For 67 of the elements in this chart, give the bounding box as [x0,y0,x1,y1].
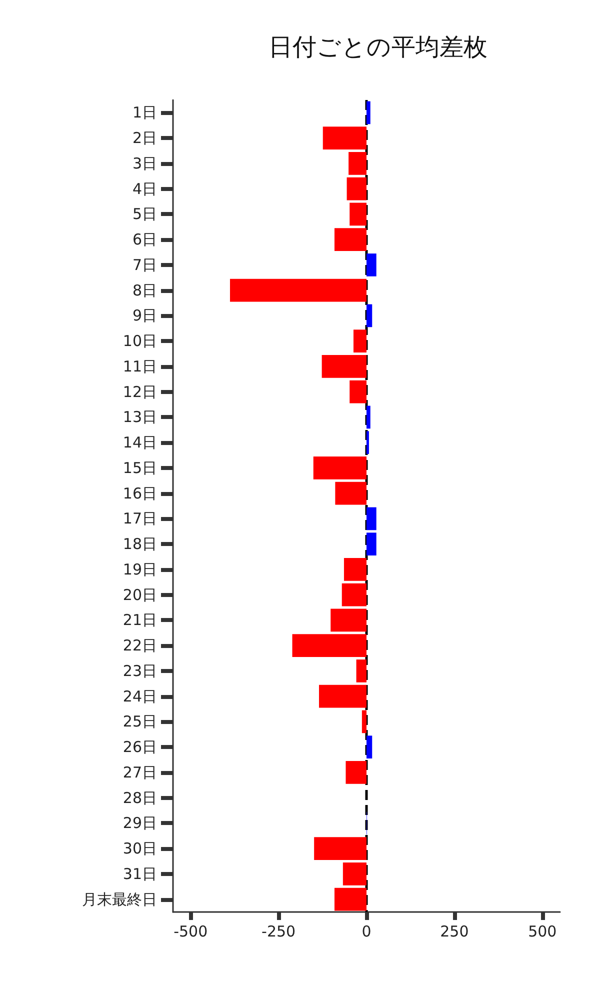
bar [366,406,370,429]
y-tick-label: 4日 [132,180,157,198]
y-tick-label: 9日 [132,306,157,325]
y-tick-label: 18日 [122,535,157,554]
y-tick-label: 2日 [132,129,157,148]
y-tick-label: 27日 [122,763,157,782]
y-tick-label: 20日 [122,586,157,604]
y-tick-label: 28日 [122,788,157,807]
bar [314,837,366,860]
y-tick-label: 24日 [122,687,157,706]
x-tick-label: 500 [528,922,557,940]
bar [346,177,366,200]
bar [366,507,376,530]
bar [313,456,366,480]
y-tick-label: 30日 [122,840,157,858]
x-tick-label: -500 [174,922,208,940]
y-tick-label: 13日 [122,408,157,426]
bar [348,152,366,175]
bar [334,228,366,251]
bar [356,660,366,682]
x-tick-label: -250 [262,922,296,940]
y-tick-label: 10日 [122,332,157,350]
y-tick-label: 7日 [132,256,157,274]
y-tick-label: 26日 [122,738,157,756]
x-tick-label: 250 [440,922,469,940]
bar [230,278,366,302]
y-tick-label: 月末最終日 [82,890,157,908]
y-tick-label: 16日 [122,484,157,502]
bar [353,330,366,352]
y-tick-label: 15日 [122,458,157,477]
bar [322,355,366,378]
bar [350,202,366,226]
bar [366,254,376,276]
y-tick-label: 5日 [132,205,157,224]
y-tick-label: 6日 [132,230,157,249]
bar [346,761,366,784]
y-tick-label: 12日 [122,382,157,401]
bar [335,482,366,505]
bar [350,380,366,404]
bar [366,736,372,758]
y-tick-label: 22日 [122,636,157,655]
bar [334,888,366,911]
bar [322,126,366,150]
bar [366,304,372,328]
y-tick-label: 31日 [122,864,157,883]
y-tick-label: 17日 [122,510,157,528]
bar [342,862,366,886]
y-tick-label: 29日 [122,814,157,832]
bar [344,558,366,581]
y-tick-label: 3日 [132,154,157,172]
bar [366,532,376,556]
y-tick-label: 14日 [122,434,157,452]
y-tick-label: 11日 [122,357,157,376]
y-tick-label: 1日 [132,104,157,122]
bar [362,710,366,734]
chart-title: 日付ごとの平均差枚 [268,33,488,61]
bar [330,608,366,632]
y-tick-label: 25日 [122,712,157,731]
bar [342,583,366,606]
bar [366,101,370,124]
bar [292,634,366,657]
y-tick-label: 19日 [122,560,157,578]
bar [319,684,366,708]
y-tick-label: 21日 [122,611,157,630]
y-tick-label: 8日 [132,281,157,300]
x-tick-label: 0 [362,922,372,940]
y-tick-label: 23日 [122,662,157,680]
